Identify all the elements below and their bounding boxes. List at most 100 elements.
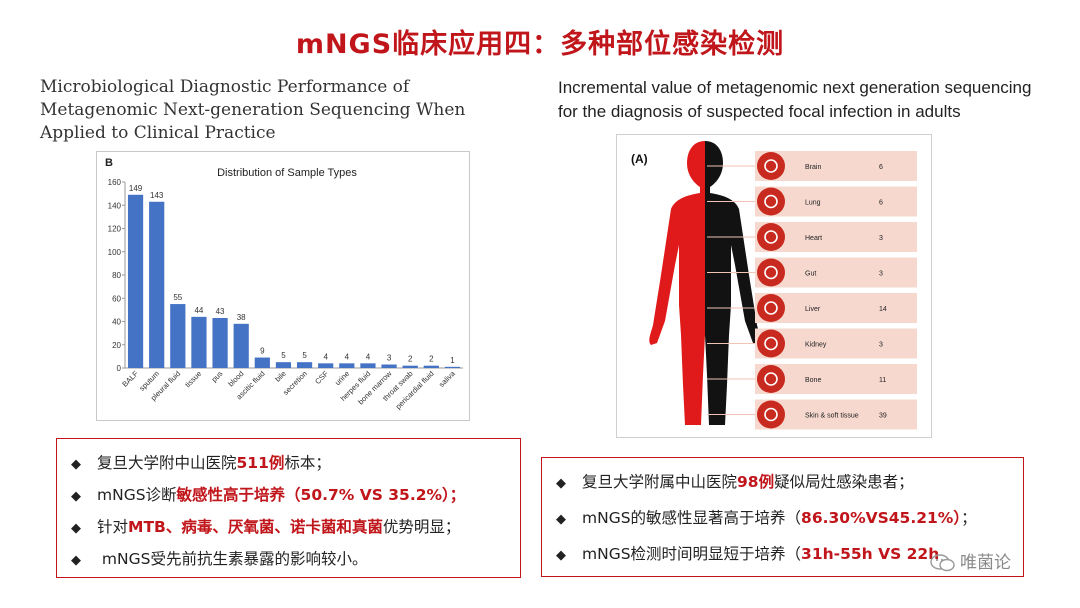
icon-glyph [764, 372, 778, 386]
heart-icon [757, 223, 785, 251]
data-label: 149 [129, 184, 143, 193]
y-tick-label: 120 [108, 225, 122, 234]
sample-type-chart: B Distribution of Sample Types 0 20 40 60 80 10… [96, 151, 470, 421]
right-findings-box: ◆ 复旦大学附属中山医院98例疑似局灶感染患者； ◆ mNGS的敏感性显著高于培养（8… [541, 457, 1024, 577]
left-bullet-1: ◆ 复旦大学附中山医院511例标本； [71, 451, 331, 473]
body-right-half [705, 141, 761, 425]
bullet-text: 疑似局灶感染患者； [774, 473, 914, 491]
y-tick-label: 140 [108, 201, 122, 210]
watermark: 唯菌论 [930, 548, 1011, 573]
brain-icon [757, 152, 785, 180]
data-label: 1 [450, 356, 455, 365]
highlight-text: 511例 [236, 454, 285, 472]
icon-circle [757, 187, 785, 216]
data-label: 4 [366, 352, 371, 361]
bullet-text: 复旦大学附属中山医院 [582, 473, 738, 491]
organ-count: 14 [879, 306, 887, 313]
kidney-icon [757, 329, 785, 358]
data-label: 4 [345, 352, 350, 361]
icon-circle [757, 294, 785, 322]
bullet-text: mNGS受先前抗生素暴露的影响较小。 [97, 550, 368, 568]
bullet-text: ； [961, 509, 977, 527]
left-findings-box: ◆ 复旦大学附中山医院511例标本； ◆ mNGS诊断敏感性高于培养（50.7% VS… [56, 438, 521, 578]
watermark-text: 唯菌论 [960, 553, 1011, 573]
data-label: 4 [323, 352, 328, 361]
bar-pericardial-fluid [423, 365, 439, 368]
organ-count: 3 [879, 271, 883, 278]
highlight-text: 敏感性高于培养（50.7% VS 35.2%）； [176, 486, 466, 504]
left-paper-title: Microbiological Diagnostic Performance o… [40, 77, 466, 143]
bar-CSF [318, 363, 334, 368]
bullet-text: 优势明显； [382, 518, 461, 536]
bar-bone-marrow [381, 364, 397, 368]
y-tick-label: 20 [112, 341, 121, 350]
bar-urine [339, 363, 355, 368]
highlight-text: 31h-55h VS 22h [801, 545, 940, 563]
bar-bile [275, 362, 292, 368]
bar-ascitic-fluid [254, 357, 270, 368]
right-bullet-3: ◆ mNGS检测时间明显短于培养（31h-55h VS 22h [556, 542, 939, 564]
highlight-text: 98例 [737, 473, 775, 491]
y-tick-label: 40 [112, 318, 121, 327]
icon-glyph [764, 301, 778, 315]
bar-sputum [149, 201, 165, 368]
bar-saliva [444, 366, 461, 368]
icon-glyph [764, 159, 778, 173]
data-label: 143 [150, 191, 164, 200]
bar-blood [233, 323, 249, 368]
left-bullet-3: ◆ 针对MTB、病毒、厌氧菌、诺卡菌和真菌优势明显； [71, 515, 460, 537]
skin-icon [757, 400, 785, 429]
bullet-text: mNGS诊断 [97, 486, 177, 504]
data-label: 43 [216, 307, 225, 316]
bar-tissue [191, 316, 207, 368]
y-tick-label: 80 [112, 271, 121, 280]
bullet-text: mNGS的敏感性显著高于培养（ [582, 509, 802, 527]
bar-herpes-fluid [360, 363, 376, 368]
right-paper-title: Incremental value of metagenomic next ge… [558, 78, 1032, 121]
bullet-diamond-icon: ◆ [71, 553, 81, 568]
liver-icon [757, 294, 785, 322]
organ-count: 6 [879, 200, 883, 207]
body-figure-svg: (A) Brain 6 Lung 6 Heart 3 Gut 3 Liver 14 Kidney 3 Bo… [631, 141, 917, 430]
organ-count: 6 [879, 164, 883, 171]
bullet-diamond-icon: ◆ [556, 476, 566, 491]
left-bullet-2: ◆ mNGS诊断敏感性高于培养（50.7% VS 35.2%）； [71, 483, 465, 505]
icon-circle [757, 152, 785, 180]
bullet-text: 针对 [97, 518, 129, 536]
y-tick-label: 0 [117, 364, 122, 373]
highlight-text: MTB、病毒、厌氧菌、诺卡菌和真菌 [128, 518, 383, 536]
data-label: 38 [237, 313, 246, 322]
organ-name: Lung [805, 200, 821, 207]
body-silhouette-red [649, 141, 705, 425]
wechat-logo-icon [930, 554, 955, 572]
category-label: CSF [313, 369, 330, 386]
category-label: pericardial fluid [394, 369, 436, 411]
bar-pus [212, 318, 228, 368]
bar-chart-svg: B Distribution of Sample Types 0 20 40 60 80 10… [105, 157, 463, 411]
icon-circle [757, 365, 785, 393]
organ-name: Brain [805, 164, 821, 171]
organ-name: Gut [805, 271, 816, 278]
bar-secretion [296, 362, 313, 368]
organ-count: 39 [879, 413, 887, 420]
icon-circle [757, 400, 785, 429]
data-label: 2 [408, 355, 413, 364]
bullet-diamond-icon: ◆ [71, 457, 81, 472]
bullet-diamond-icon: ◆ [556, 512, 566, 527]
category-label: tissue [183, 369, 203, 389]
data-label: 44 [194, 306, 203, 315]
y-tick-label: 100 [108, 248, 122, 257]
bullet-text: 标本； [284, 454, 331, 472]
icon-glyph [764, 336, 778, 351]
bar-pleural-fluid [170, 304, 186, 368]
slide-title: mNGS临床应用四：多种部位感染检测 [295, 29, 785, 60]
bar-BALF [127, 194, 144, 368]
category-label: bile [273, 369, 288, 384]
category-label: urine [333, 369, 351, 387]
right-bullet-1: ◆ 复旦大学附属中山医院98例疑似局灶感染患者； [556, 470, 914, 492]
y-tick-label: 60 [112, 294, 121, 303]
gut-icon [757, 258, 785, 287]
panel-label: (A) [631, 152, 648, 166]
lung-icon [757, 187, 785, 216]
icon-glyph [764, 407, 778, 422]
